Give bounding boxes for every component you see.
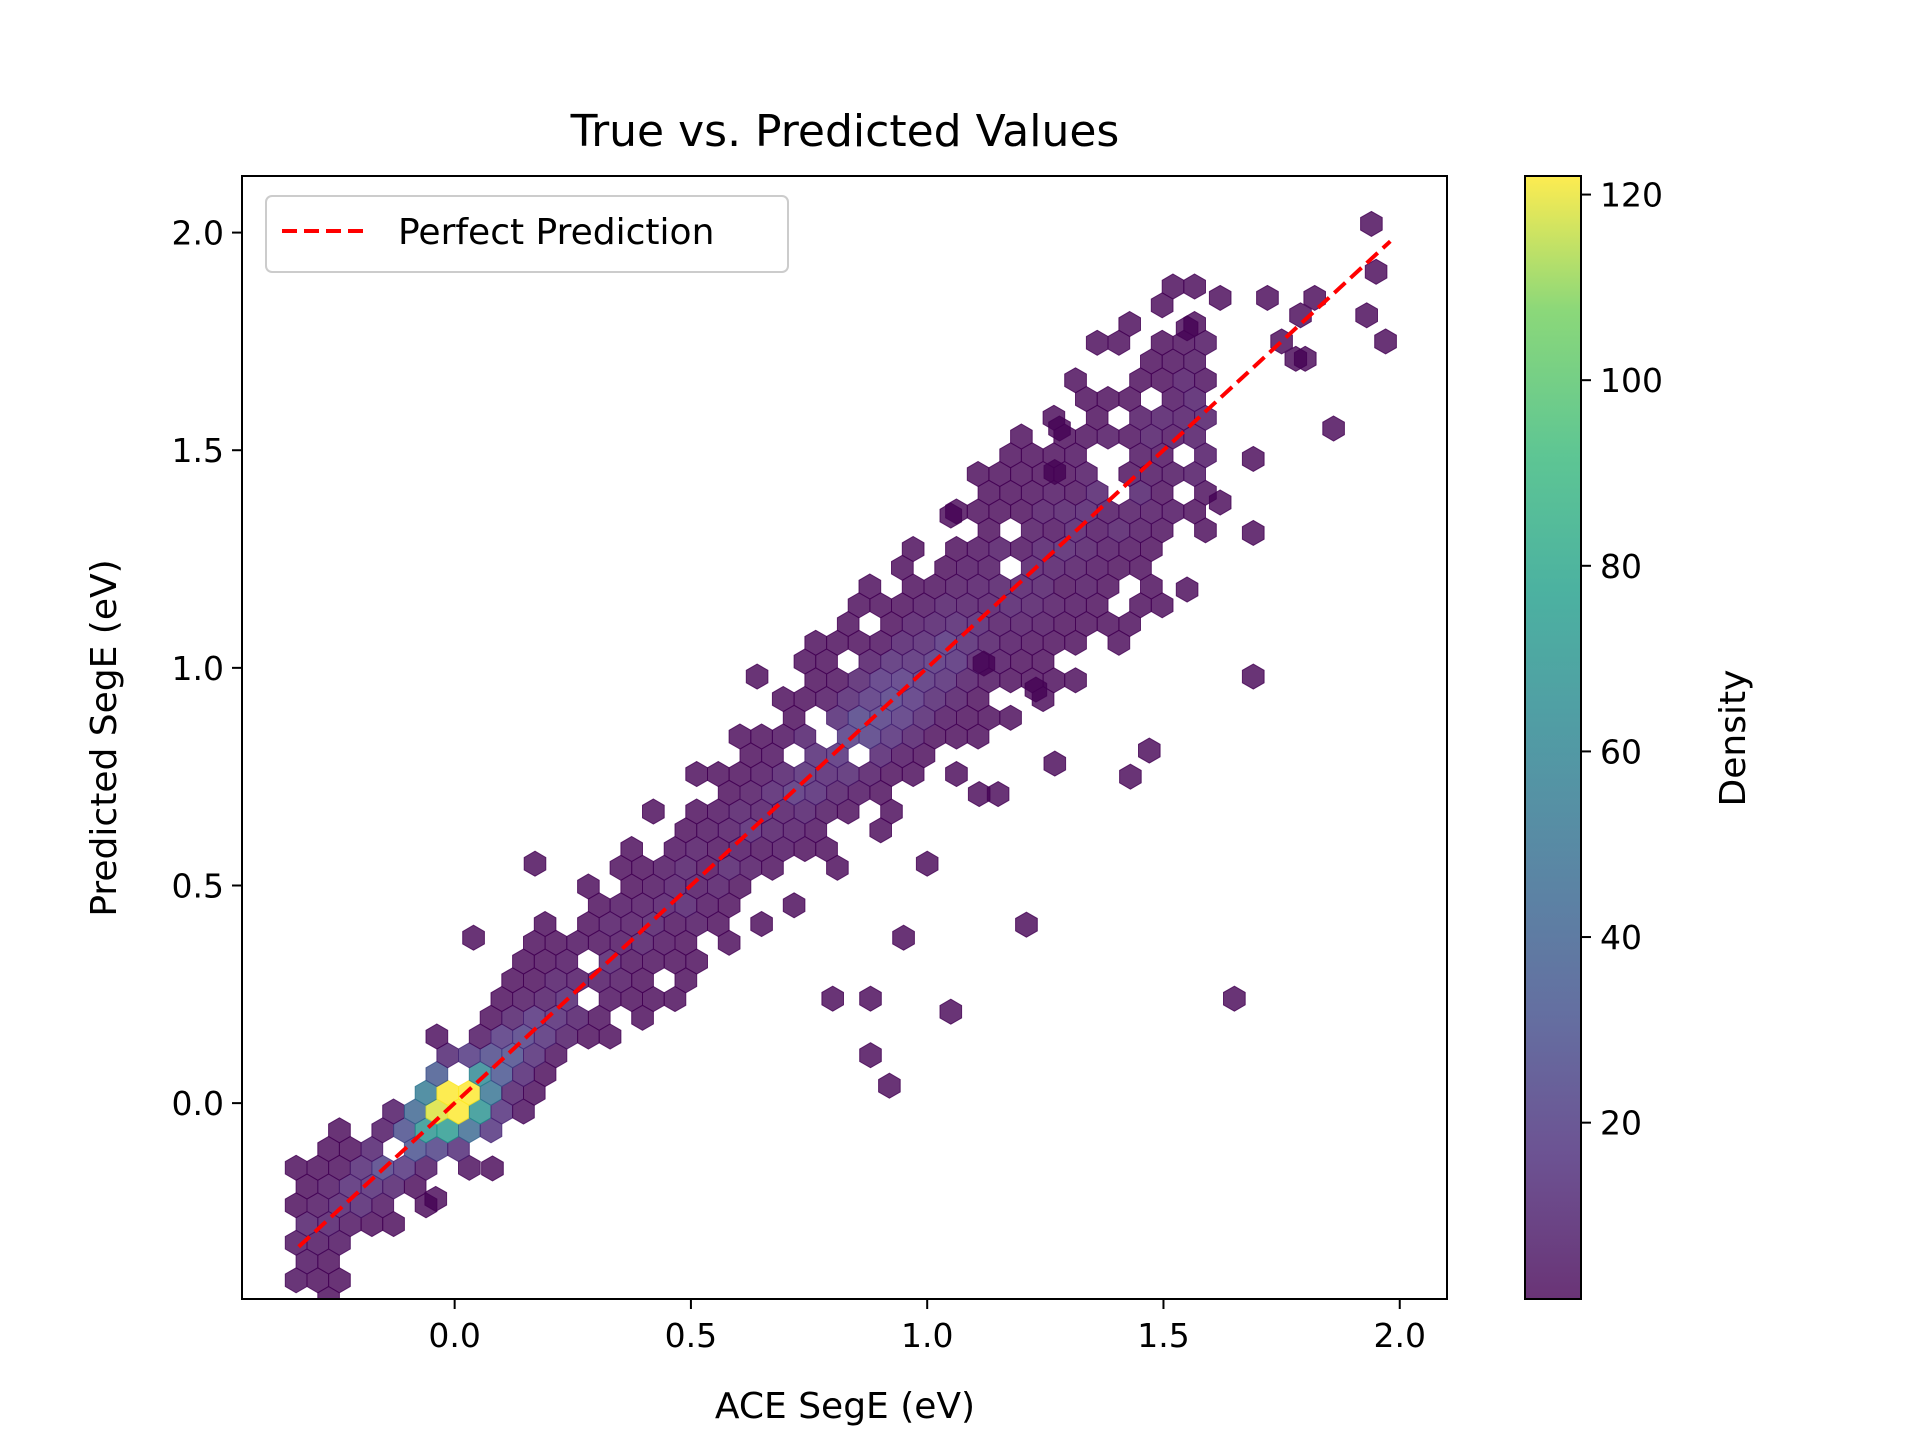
hex-bin xyxy=(1043,458,1067,486)
hex-bin xyxy=(642,798,665,825)
y-tick-label: 0.5 xyxy=(172,866,224,905)
perfect-prediction-line xyxy=(297,239,1392,1249)
hex-bin xyxy=(1085,329,1109,356)
colorbar-label: Density xyxy=(1713,670,1754,807)
y-axis-label: Predicted SegE (eV) xyxy=(84,559,125,916)
hex-bin xyxy=(1043,750,1067,777)
hex-bin xyxy=(425,1023,449,1050)
hex-bin xyxy=(1010,423,1033,450)
hex-bin xyxy=(1175,576,1199,603)
x-tick-label: 0.0 xyxy=(428,1316,480,1355)
hex-bin xyxy=(999,704,1022,731)
y-tick-label: 0.0 xyxy=(172,1084,224,1123)
hex-bin xyxy=(462,924,485,951)
hex-bin xyxy=(858,573,882,600)
hex-bin xyxy=(620,835,643,863)
legend: Perfect Prediction xyxy=(265,195,789,273)
hex-bin xyxy=(901,535,925,563)
y-tick-label: 2.0 xyxy=(172,214,224,253)
hex-bin xyxy=(782,892,806,919)
colorbar-ticks: 20 40 60 80 100 120 xyxy=(1581,176,1663,1143)
hex-bin xyxy=(1241,519,1265,546)
reference-line-layer xyxy=(297,239,1392,1249)
hex-bin xyxy=(1015,911,1038,938)
hex-bin xyxy=(1208,284,1232,311)
hex-bin xyxy=(1241,445,1265,472)
hex-bin xyxy=(878,1072,901,1099)
colorbar-tick-label: 40 xyxy=(1600,918,1642,957)
x-tick-label: 1.5 xyxy=(1137,1316,1189,1355)
hex-bin xyxy=(939,998,963,1025)
hex-bin xyxy=(1364,258,1388,285)
hex-bin xyxy=(523,850,547,877)
hex-bin xyxy=(1183,273,1206,300)
hex-bin xyxy=(859,1042,882,1069)
y-axis: 0.0 0.5 1.0 1.5 2.0 xyxy=(172,214,242,1123)
chart-title: True vs. Predicted Values xyxy=(570,106,1120,157)
hex-bin xyxy=(328,1117,351,1144)
hex-bin xyxy=(1355,302,1378,329)
hex-bin xyxy=(1256,284,1279,311)
y-tick-label: 1.0 xyxy=(172,649,224,688)
colorbar-tick-label: 80 xyxy=(1600,547,1642,586)
hex-bin xyxy=(1118,310,1141,338)
hex-bin xyxy=(1322,415,1345,442)
hex-bin xyxy=(859,985,882,1012)
colorbar-tick-label: 20 xyxy=(1600,1104,1642,1143)
hex-bin xyxy=(915,850,939,877)
x-axis-label: ACE SegE (eV) xyxy=(715,1386,975,1427)
hex-bin xyxy=(821,985,844,1012)
legend-box xyxy=(265,195,789,273)
hex-bin xyxy=(1175,315,1199,342)
colorbar-gradient xyxy=(1524,175,1582,1300)
hex-bin xyxy=(1223,985,1246,1012)
hex-bin xyxy=(1048,415,1071,442)
y-tick-label: 1.5 xyxy=(172,431,224,470)
hex-bin xyxy=(1119,763,1142,790)
hex-bin xyxy=(892,924,915,951)
hex-bin xyxy=(1374,328,1397,355)
hex-bin xyxy=(745,663,769,690)
hex-bin xyxy=(945,760,968,788)
hex-bin xyxy=(1064,667,1087,694)
hex-bin xyxy=(1241,663,1265,690)
hexbin-layer xyxy=(284,210,1397,1299)
hex-bin xyxy=(1024,676,1048,703)
x-tick-label: 1.0 xyxy=(901,1316,953,1355)
legend-label: Perfect Prediction xyxy=(398,212,714,253)
hex-bin xyxy=(481,1155,504,1182)
hex-bin xyxy=(533,910,557,938)
hex-bin xyxy=(1284,345,1308,372)
hex-bin xyxy=(577,873,600,900)
colorbar-tick-label: 60 xyxy=(1600,732,1642,771)
x-axis: 0.0 0.5 1.0 1.5 2.0 xyxy=(428,1299,1426,1355)
hex-bin xyxy=(967,781,991,808)
x-tick-label: 2.0 xyxy=(1374,1316,1426,1355)
hex-bin xyxy=(1138,737,1161,764)
hex-bin xyxy=(1064,367,1087,394)
colorbar-tick-label: 100 xyxy=(1600,361,1663,400)
hex-bin xyxy=(986,781,1010,808)
hex-bin xyxy=(1360,210,1383,237)
hex-bin xyxy=(750,910,773,938)
plot-area-frame xyxy=(241,175,1448,1300)
hex-bin xyxy=(424,1185,448,1212)
hex-bin xyxy=(1208,489,1232,516)
hex-bin xyxy=(972,650,996,677)
hex-bin xyxy=(685,760,708,788)
x-tick-label: 0.5 xyxy=(665,1316,717,1355)
colorbar: 20 40 60 80 100 120 Density xyxy=(1524,175,1754,1300)
colorbar-tick-label: 120 xyxy=(1600,176,1663,215)
hex-bin xyxy=(939,502,963,529)
